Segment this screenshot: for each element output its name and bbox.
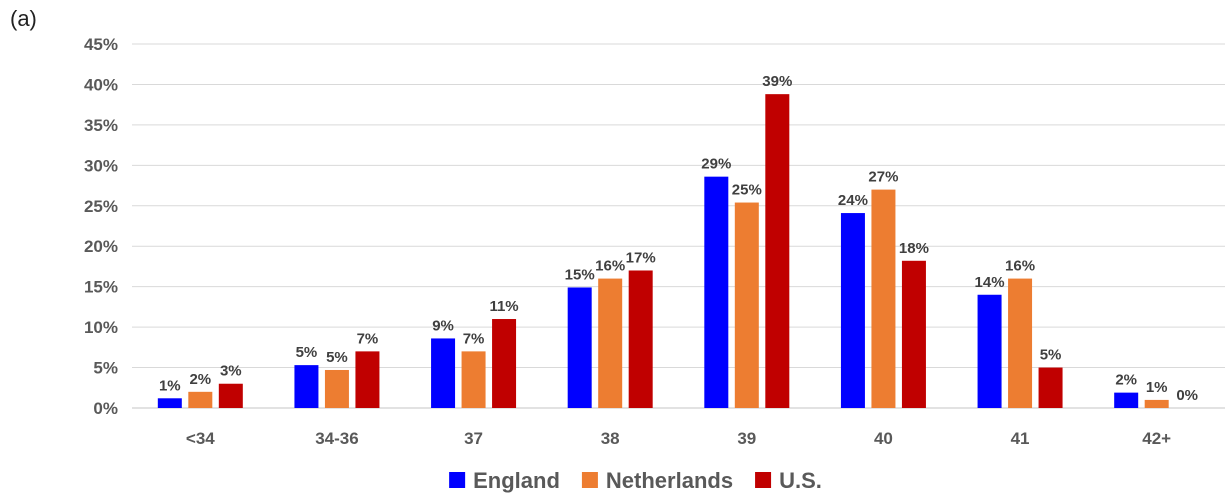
y-tick-label: 10% xyxy=(84,318,118,337)
data-label: 16% xyxy=(1005,258,1035,275)
data-label: 24% xyxy=(838,192,868,209)
legend-swatch xyxy=(581,472,598,488)
x-axis-ticks: <34 34-36 37 38 39 40 41 42+ xyxy=(186,429,1171,448)
x-tick-label: 41 xyxy=(1011,429,1030,448)
bar-u-s- xyxy=(1038,367,1063,408)
bar-england xyxy=(431,338,456,408)
data-label: 3% xyxy=(220,363,242,380)
y-tick-label: 5% xyxy=(93,359,118,378)
bars xyxy=(157,94,1169,408)
bar-u-s- xyxy=(218,383,243,408)
data-label: 29% xyxy=(701,156,731,173)
bar-netherlands xyxy=(734,202,759,408)
legend-label: England xyxy=(473,468,560,493)
bar-netherlands xyxy=(1008,278,1033,408)
bar-netherlands xyxy=(871,189,896,408)
y-tick-label: 45% xyxy=(84,35,118,54)
data-label: 1% xyxy=(159,377,181,394)
x-tick-label: 40 xyxy=(874,429,893,448)
y-tick-label: 15% xyxy=(84,278,118,297)
x-tick-label: 42+ xyxy=(1142,429,1171,448)
data-label: 27% xyxy=(868,169,898,186)
bar-england xyxy=(567,287,592,408)
x-tick-label: 38 xyxy=(601,429,620,448)
data-label: 16% xyxy=(595,258,625,275)
data-label: 11% xyxy=(489,298,518,315)
data-label: 14% xyxy=(975,274,1005,291)
bar-netherlands xyxy=(598,278,623,408)
bar-england xyxy=(977,294,1002,408)
data-labels: 1% 2% 3%5% 5%7%9%7%11%15%16% 17%29%25%39%24%… xyxy=(159,73,1198,404)
data-label: 5% xyxy=(296,344,318,361)
data-label: 25% xyxy=(732,182,762,199)
x-tick-label: 39 xyxy=(737,429,756,448)
data-label: 15% xyxy=(565,266,595,283)
bar-netherlands xyxy=(461,351,486,408)
y-tick-label: 20% xyxy=(84,237,118,256)
panel-label: (a) xyxy=(10,6,37,31)
data-label: 2% xyxy=(189,371,211,388)
legend: England Netherlands U.S. xyxy=(449,468,822,493)
legend-swatch xyxy=(755,472,772,488)
data-label: 17% xyxy=(626,249,656,266)
bar-u-s- xyxy=(901,260,926,408)
bar-england xyxy=(704,176,729,408)
x-tick-label: 34-36 xyxy=(315,429,358,448)
data-label: 0% xyxy=(1176,387,1198,404)
bar-england xyxy=(157,398,182,408)
data-label: 2% xyxy=(1115,372,1137,389)
y-tick-label: 40% xyxy=(84,75,118,94)
x-tick-label: <34 xyxy=(186,429,215,448)
bar-netherlands xyxy=(1144,399,1169,408)
bar-u-s- xyxy=(765,94,790,408)
legend-swatch xyxy=(449,472,466,488)
data-label: 7% xyxy=(463,330,485,347)
y-tick-label: 35% xyxy=(84,116,118,135)
data-label: 5% xyxy=(326,349,348,366)
data-label: 1% xyxy=(1146,379,1168,396)
bar-u-s- xyxy=(628,270,653,408)
y-axis-ticks: 0% 5% 10% 15% 20% 25% 30% 35% 40% 45% xyxy=(84,35,118,418)
data-label: 39% xyxy=(762,73,792,90)
bar-england xyxy=(294,365,319,408)
bar-u-s- xyxy=(492,319,517,408)
y-tick-label: 25% xyxy=(84,197,118,216)
x-tick-label: 37 xyxy=(464,429,483,448)
y-tick-label: 0% xyxy=(93,399,118,418)
data-label: 9% xyxy=(432,317,454,334)
bar-netherlands xyxy=(324,369,349,408)
legend-label: U.S. xyxy=(779,468,822,493)
legend-label: Netherlands xyxy=(606,468,733,493)
bar-england xyxy=(1114,392,1139,408)
bar-england xyxy=(840,213,865,408)
data-label: 18% xyxy=(899,240,929,257)
bar-netherlands xyxy=(188,391,213,408)
data-label: 7% xyxy=(357,330,379,347)
data-label: 5% xyxy=(1040,347,1062,364)
bar-u-s- xyxy=(355,351,380,408)
y-tick-label: 30% xyxy=(84,156,118,175)
